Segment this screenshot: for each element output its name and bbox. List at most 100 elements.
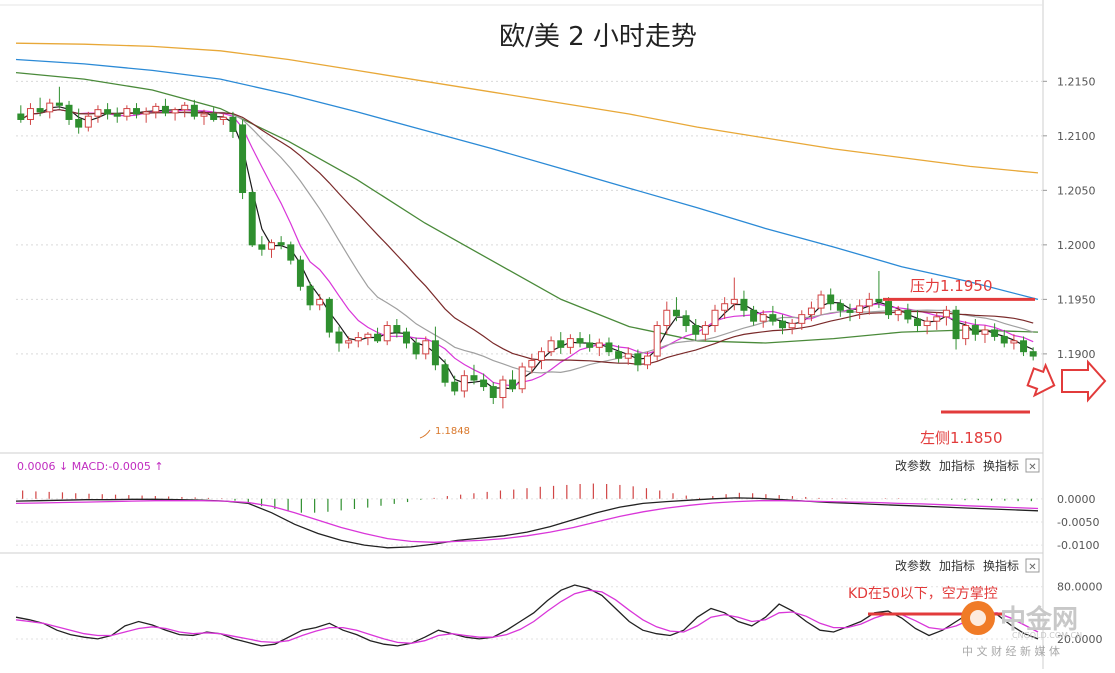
kd-close-icon[interactable]: ✕ — [1028, 562, 1036, 573]
candle-body — [306, 285, 314, 306]
candle-body — [730, 298, 738, 305]
candle-body — [75, 118, 83, 128]
kd-tick-label: 80.0000 — [1057, 581, 1103, 594]
macd-add-indicator-button[interactable]: 加指标 — [939, 458, 975, 473]
candle-body — [36, 108, 44, 113]
candle-body — [624, 353, 632, 359]
candle-body — [605, 342, 613, 353]
candle-body — [509, 379, 517, 390]
chart-title: 欧/美 2 小时走势 — [499, 22, 697, 52]
moving-average-line — [20, 109, 1034, 365]
macd-header: 0.0006 ↓ MACD:-0.0005 ↑ — [17, 460, 164, 473]
kd-k-line — [15, 584, 1039, 647]
candle-body — [345, 340, 353, 344]
candle-body — [325, 298, 333, 333]
candle-body — [865, 298, 873, 307]
kd-add-indicator-button[interactable]: 加指标 — [939, 558, 975, 573]
watermark-logo-inner — [970, 610, 986, 626]
candle-body — [913, 318, 921, 327]
watermark-slogan: 中 文 财 经 新 媒 体 — [962, 644, 1060, 658]
watermark-domain: CNGOLD.COM.CN — [1012, 631, 1082, 640]
candle-body — [904, 309, 912, 320]
candle-body — [528, 359, 536, 368]
candle-body — [991, 329, 999, 337]
price-tick-label: 1.2100 — [1057, 130, 1096, 143]
candle-body — [846, 309, 854, 313]
candle-body — [634, 353, 642, 366]
price-tick-label: 1.2000 — [1057, 239, 1096, 252]
candle-body — [740, 298, 748, 311]
kd-panel — [15, 584, 1043, 647]
macd-close-box[interactable] — [1025, 458, 1040, 473]
candle-body — [200, 113, 208, 117]
candle-body — [518, 366, 526, 390]
candlesticks — [17, 86, 1037, 409]
low-price-label: 1.1848 — [435, 426, 470, 437]
moving-average-line — [20, 109, 1034, 374]
candle-body — [412, 342, 420, 355]
candle-body — [711, 309, 719, 327]
candle-body — [807, 307, 815, 316]
candle-body — [856, 305, 864, 313]
candle-body — [296, 259, 304, 287]
candle-body — [84, 115, 92, 128]
low-pointer-icon — [419, 429, 431, 439]
long-moving-average-line — [15, 58, 1039, 301]
candle-body — [480, 379, 488, 388]
candle-body — [441, 364, 449, 383]
candle-body — [981, 329, 989, 335]
candle-body — [586, 342, 594, 348]
candle-body — [615, 351, 623, 359]
candle-body — [277, 242, 285, 246]
candle-body — [721, 303, 729, 311]
candle-body — [489, 386, 497, 398]
candle-body — [682, 315, 690, 327]
candle-body — [1000, 335, 1008, 344]
candle-body — [672, 309, 680, 317]
candle-body — [547, 340, 555, 353]
candle-body — [750, 309, 758, 322]
candle-body — [701, 325, 709, 335]
candle-body — [798, 314, 806, 324]
candle-body — [219, 116, 227, 120]
candle-body — [374, 333, 382, 342]
macd-tick-label: -0.0100 — [1057, 539, 1099, 552]
candle-body — [894, 309, 902, 316]
moving-average-line — [20, 109, 1034, 387]
candle-body — [316, 298, 324, 306]
candle-body — [1010, 340, 1018, 344]
macd-dif-line — [15, 497, 1039, 549]
candle-body — [171, 109, 179, 114]
candle-body — [576, 338, 584, 344]
candle-body — [885, 301, 893, 316]
annotations — [419, 297, 1035, 439]
macd-close-icon[interactable]: ✕ — [1028, 462, 1036, 473]
watermark-brand: 中金网 — [1000, 604, 1078, 635]
candle-body — [161, 105, 169, 114]
candle-body — [644, 355, 652, 366]
candle-body — [566, 338, 574, 348]
candle-body — [123, 108, 131, 117]
candle-body — [827, 294, 835, 305]
kd-close-box[interactable] — [1025, 558, 1040, 573]
candle-body — [26, 108, 34, 120]
candle-body — [142, 111, 150, 115]
price-tick-label: 1.2150 — [1057, 75, 1096, 88]
kd-switch-indicator-button[interactable]: 换指标 — [983, 558, 1019, 573]
price-axis: 1.2150 1.2100 1.2050 1.2000 1.1950 1.1900 0.00… — [1043, 75, 1103, 646]
macd-params-button[interactable]: 改参数 — [895, 458, 931, 473]
candle-body — [692, 325, 700, 335]
candle-body — [836, 303, 844, 311]
candle-body — [17, 113, 25, 120]
candle-body — [499, 379, 507, 398]
candle-body — [817, 294, 825, 309]
candle-body — [875, 298, 883, 303]
candle-body — [923, 320, 931, 327]
candle-body — [268, 242, 275, 250]
macd-switch-indicator-button[interactable]: 换指标 — [983, 458, 1019, 473]
kd-params-button[interactable]: 改参数 — [895, 558, 931, 573]
candle-body — [104, 109, 112, 115]
candle-body — [181, 104, 189, 111]
kd-tick-label: 20.0000 — [1057, 633, 1103, 646]
